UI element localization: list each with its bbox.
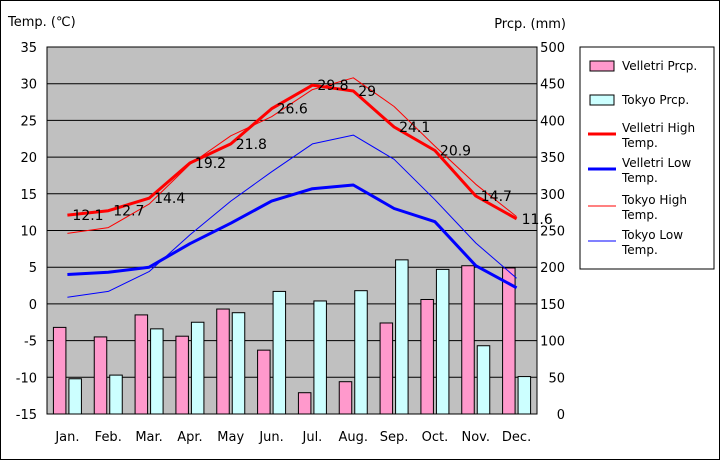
- precip-bar: [338, 381, 353, 415]
- temperature-line: [67, 83, 518, 221]
- precip-bar: [395, 259, 409, 415]
- right-tick-label: 300: [540, 188, 565, 203]
- legend-box: [579, 46, 715, 270]
- plot-border: [46, 46, 538, 415]
- x-tick-label: Dec.: [502, 430, 531, 445]
- right-tick-label: 0: [557, 408, 565, 423]
- legend-label: Velletri Prcp.: [622, 59, 697, 73]
- x-tick-label: Jan.: [54, 430, 79, 445]
- temperature-line: [67, 183, 518, 290]
- data-label: 29: [358, 84, 376, 100]
- precip-bar: [476, 345, 491, 415]
- precip-bar: [461, 265, 475, 415]
- x-tick-label: Oct.: [422, 430, 449, 445]
- right-tick-label: 450: [540, 78, 565, 93]
- legend-swatch: [589, 60, 615, 72]
- right-tick-label: 400: [540, 114, 565, 129]
- precip-bar: [379, 322, 394, 415]
- x-tick-label: Jul.: [302, 430, 323, 445]
- data-label: 14.4: [154, 191, 185, 207]
- data-label: 12.7: [113, 204, 144, 220]
- left-tick-label: -5: [24, 335, 37, 350]
- right-tick-label: 200: [540, 261, 565, 276]
- left-tick-label: -10: [16, 371, 37, 386]
- right-tick-label: 500: [540, 41, 565, 56]
- precipitation-bars: [52, 259, 532, 415]
- precip-bar: [134, 314, 149, 415]
- precip-bar: [52, 326, 67, 415]
- legend-label: Velletri High Temp.: [621, 121, 695, 150]
- left-tick-label: 25: [20, 114, 37, 129]
- x-axis-ticks: Jan. Feb. Mar. Apr. May Jun. Jul. Aug. Sep. Oct. N…: [54, 430, 531, 445]
- precip-bar: [297, 392, 312, 415]
- temperature-line: [67, 77, 517, 234]
- precip-bar: [231, 312, 246, 415]
- right-axis-label: Prcp. (mm): [494, 17, 566, 32]
- left-tick-label: 35: [20, 41, 37, 56]
- right-tick-label: 100: [540, 335, 565, 350]
- x-tick-label: Feb.: [95, 430, 122, 445]
- x-tick-label: Mar.: [135, 430, 162, 445]
- precip-bar: [502, 267, 516, 415]
- data-label: 20.9: [440, 143, 471, 159]
- precip-bar: [150, 328, 164, 415]
- precip-bar: [68, 378, 82, 415]
- legend-label: Tokyo Low Temp.: [621, 228, 683, 257]
- x-tick-label: Apr.: [177, 430, 202, 445]
- legend-label: Velletri Low Temp.: [621, 156, 691, 185]
- right-tick-label: 50: [548, 371, 565, 386]
- right-axis-ticks: 0 50 100 150 200 250 300 350 400 450 500: [540, 41, 565, 423]
- precip-bar: [313, 300, 327, 415]
- temperature-lines: [67, 77, 518, 298]
- precip-bar: [354, 290, 368, 415]
- x-tick-label: May: [217, 430, 244, 445]
- legend-label: Tokyo High Temp.: [621, 193, 687, 222]
- left-tick-label: 5: [29, 261, 37, 276]
- data-label: 21.8: [236, 137, 267, 153]
- precip-bar: [190, 321, 205, 415]
- right-tick-label: 150: [540, 298, 565, 313]
- x-tick-label: Jun.: [258, 430, 283, 445]
- precip-bar: [257, 349, 271, 415]
- right-tick-label: 350: [540, 151, 565, 166]
- precip-bar: [420, 298, 434, 415]
- legend-swatch: [589, 94, 615, 106]
- temperature-line: [67, 134, 517, 298]
- data-label: 29.8: [317, 78, 348, 94]
- left-tick-label: 15: [20, 188, 37, 203]
- left-tick-label: -15: [16, 408, 37, 423]
- precip-bar: [517, 376, 532, 415]
- legend-label: Tokyo Prcp.: [621, 93, 689, 107]
- data-label: 24.1: [399, 120, 430, 136]
- data-labels: 12.1 12.7 14.4 19.2 21.8 26.6 29.8 29 24.1 20.9 14…: [72, 78, 552, 228]
- precip-bar: [272, 290, 287, 415]
- left-tick-label: 0: [29, 298, 37, 313]
- right-tick-label: 250: [540, 225, 565, 240]
- left-tick-label: 20: [20, 151, 37, 166]
- data-label: 12.1: [72, 208, 103, 224]
- left-axis-ticks: -15 -10 -5 0 5 10 15 20 25 30 35: [16, 41, 37, 423]
- precip-bar: [435, 268, 450, 415]
- x-tick-label: Nov.: [462, 430, 491, 445]
- left-tick-label: 10: [20, 225, 37, 240]
- data-label: 26.6: [277, 102, 308, 118]
- precip-bar: [93, 336, 108, 415]
- data-label: 19.2: [195, 156, 226, 172]
- legend: Velletri Prcp. Tokyo Prcp. Velletri High Te…: [579, 46, 715, 270]
- x-tick-label: Aug.: [338, 430, 368, 445]
- left-axis-label: Temp. (℃): [7, 15, 76, 30]
- precip-bar: [175, 335, 189, 415]
- left-tick-label: 30: [20, 78, 37, 93]
- precip-bar: [109, 374, 123, 415]
- precip-bar: [216, 308, 230, 415]
- data-label: 14.7: [481, 189, 512, 205]
- x-tick-label: Sep.: [380, 430, 409, 445]
